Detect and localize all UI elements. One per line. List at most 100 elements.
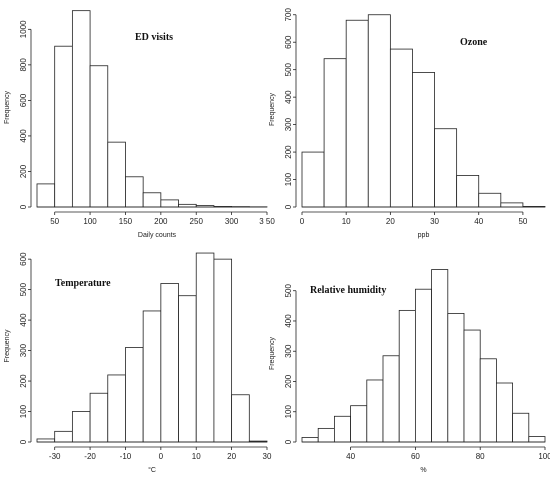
histogram-bar <box>434 128 458 208</box>
y-tick-label: 400 <box>19 129 28 143</box>
histogram-bar <box>500 202 524 208</box>
x-tick-label: 20 <box>227 452 236 461</box>
histogram-bar <box>463 329 481 443</box>
histogram-bar <box>231 394 250 443</box>
y-tick-label: 500 <box>19 282 28 296</box>
histogram-bar <box>333 415 351 443</box>
y-tick-label: 300 <box>284 117 293 131</box>
histogram-bar <box>71 10 91 208</box>
histogram-bar <box>54 45 73 208</box>
y-tick-label: 200 <box>284 145 293 159</box>
y-tick-label: 100 <box>284 405 293 419</box>
histogram-bar <box>528 436 546 443</box>
x-tick-label: 0 <box>159 452 164 461</box>
histogram-bar <box>323 58 347 208</box>
x-tick-label: 3 50 <box>259 217 275 226</box>
y-tick-label: 500 <box>284 62 293 76</box>
x-tick-label: 60 <box>411 452 420 461</box>
histogram-bar <box>301 151 325 208</box>
histogram-bar <box>107 141 126 208</box>
y-axis-label: Frequency <box>269 336 276 370</box>
y-axis-label: Frequency <box>4 329 11 363</box>
histogram-bar <box>142 192 162 208</box>
x-tick-label: 10 <box>192 452 201 461</box>
x-tick-label: 50 <box>50 217 59 226</box>
x-tick-label: 100 <box>538 452 550 461</box>
x-tick-label: -30 <box>49 452 61 461</box>
histogram-bar <box>512 412 530 443</box>
x-tick-label: 250 <box>190 217 204 226</box>
histogram-bar <box>350 405 368 443</box>
y-tick-label: 1000 <box>19 20 28 38</box>
histogram-bar <box>178 295 197 443</box>
histogram-bar <box>431 269 449 443</box>
panel-title: Relative humidity <box>310 285 386 296</box>
x-axis-label: % <box>420 467 426 474</box>
histogram-bar <box>456 175 480 208</box>
histogram-bar <box>366 379 384 443</box>
y-tick-label: 0 <box>19 439 28 444</box>
histogram-bar <box>36 438 56 443</box>
histogram-bar <box>89 65 109 208</box>
y-tick-label: 700 <box>284 8 293 22</box>
x-axis-label: ppb <box>418 232 430 239</box>
histogram-bar <box>125 347 144 443</box>
y-tick-label: 400 <box>284 90 293 104</box>
histogram-bar <box>107 374 126 443</box>
x-tick-label: 50 <box>518 217 527 226</box>
histogram-bar <box>495 382 513 443</box>
histogram-bar <box>367 14 391 208</box>
y-tick-label: 300 <box>284 344 293 358</box>
histogram-bar <box>398 309 416 443</box>
y-tick-label: 100 <box>19 404 28 418</box>
x-axis-label: °C <box>148 466 156 474</box>
y-tick-label: 600 <box>19 93 28 107</box>
x-tick-label: 80 <box>476 452 485 461</box>
x-tick-label: 100 <box>83 217 97 226</box>
histogram-bar <box>125 176 144 208</box>
y-tick-label: 600 <box>19 252 28 266</box>
histogram-bar <box>447 313 465 443</box>
x-tick-label: 0 <box>300 217 305 226</box>
y-tick-label: 100 <box>284 172 293 186</box>
y-tick-label: 0 <box>19 204 28 209</box>
x-axis-label: Daily counts <box>138 232 177 239</box>
histogram-bar <box>382 355 400 443</box>
histogram-bar <box>412 72 435 208</box>
relative-humidity-histogram: 40 60 80 100 0 100 200 300 400 500 Frequency% Relat… <box>269 269 550 474</box>
x-tick-label: 30 <box>430 217 439 226</box>
y-tick-label: 400 <box>19 313 28 327</box>
temperature-histogram: -30 -20 -10 0 10 20 300100200300400500600Frequ… <box>4 252 272 474</box>
panel-title: ED visits <box>135 32 173 43</box>
y-tick-label: 0 <box>284 439 293 444</box>
x-tick-label: 300 <box>225 217 239 226</box>
histogram-bar <box>414 288 432 443</box>
x-tick-label: 40 <box>346 452 355 461</box>
y-tick-label: 400 <box>284 314 293 328</box>
x-tick-label: 40 <box>474 217 483 226</box>
ed-visits-histogram: 50 100 150 200 250 300 3 50 0 200 400 600 800 1000 Fr… <box>4 10 275 239</box>
y-tick-label: 200 <box>19 374 28 388</box>
y-tick-label: 300 <box>19 343 28 357</box>
y-tick-label: 800 <box>19 58 28 72</box>
y-axis-label: Frequency <box>269 92 276 126</box>
x-tick-label: 20 <box>386 217 395 226</box>
y-tick-label: 600 <box>284 35 293 49</box>
y-tick-label: 0 <box>284 204 293 209</box>
histogram-bar <box>389 48 413 208</box>
panel-title: Ozone <box>460 37 488 48</box>
histogram-bar <box>478 192 502 208</box>
x-tick-label: -20 <box>84 452 96 461</box>
y-axis-label: Frequency <box>4 90 11 124</box>
histogram-bar <box>301 437 319 443</box>
histogram-bar <box>345 19 369 208</box>
histogram-bar <box>317 427 335 443</box>
x-tick-label: 150 <box>119 217 133 226</box>
histogram-bar <box>89 392 109 443</box>
histogram-bar <box>71 411 91 443</box>
x-tick-label: -10 <box>120 452 132 461</box>
x-tick-label: 200 <box>154 217 168 226</box>
y-tick-label: 200 <box>284 374 293 388</box>
histogram-bar <box>479 358 497 443</box>
